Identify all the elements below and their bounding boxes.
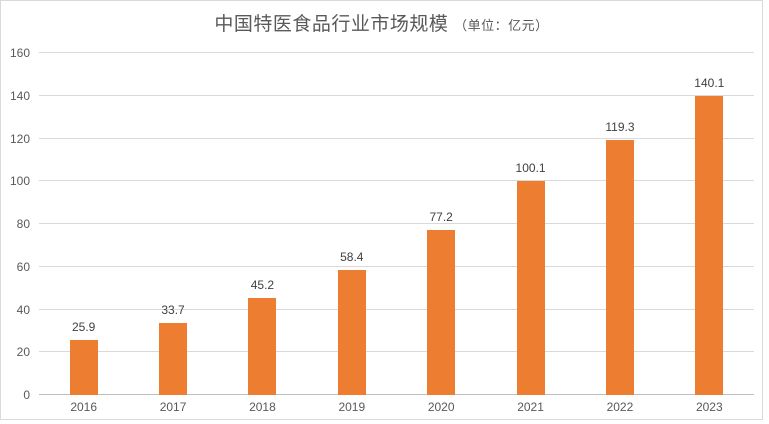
bar (337, 270, 366, 395)
x-axis-tick-label: 2021 (517, 400, 544, 414)
bar (605, 139, 634, 395)
x-axis-tick-label: 2018 (249, 400, 276, 414)
gridline (39, 180, 754, 182)
chart-title-text: 中国特医食品行业市场规模 (214, 14, 449, 35)
gridline (39, 308, 754, 310)
gridline (39, 94, 754, 96)
x-axis-tick-label: 2022 (606, 400, 634, 414)
bar-value-label: 77.2 (429, 209, 453, 224)
x-axis-tick-label: 2023 (695, 400, 723, 414)
y-axis-tick-label: 60 (16, 259, 30, 274)
bar-value-label: 25.9 (72, 319, 96, 334)
bar-value-label: 100.1 (515, 161, 546, 176)
gridline (39, 265, 754, 267)
x-axis-tick-label: 2017 (159, 400, 187, 414)
gridline (39, 137, 754, 139)
gridline (39, 223, 754, 224)
bar-value-label: 45.2 (250, 278, 275, 293)
bar (159, 322, 188, 395)
bar (69, 339, 98, 395)
x-axis-line (39, 394, 754, 395)
gridline (39, 52, 754, 53)
y-axis-tick-label: 120 (9, 131, 30, 146)
x-axis-tick-label: 2020 (427, 400, 455, 414)
bar-value-label: 119.3 (605, 119, 635, 134)
y-axis-tick-label: 0 (23, 388, 30, 402)
y-axis-tick-label: 80 (16, 217, 30, 231)
bar-value-label: 58.4 (340, 250, 364, 265)
bar (516, 181, 545, 395)
y-axis-tick-label: 140 (9, 88, 30, 103)
bar-value-label: 140.1 (694, 75, 725, 90)
x-axis-tick-label: 2016 (70, 400, 98, 414)
bar (427, 229, 456, 395)
y-axis-tick-label: 160 (9, 46, 30, 60)
y-axis-tick-label: 100 (9, 174, 30, 189)
bar (695, 95, 724, 395)
gridline (39, 351, 754, 353)
chart-title: 中国特医食品行业市场规模 （单位：亿元） (1, 9, 762, 36)
chart-title-unit: （单位：亿元） (454, 18, 549, 33)
bar-value-label: 33.7 (161, 302, 185, 317)
x-axis-tick-label: 2019 (338, 400, 366, 414)
bar (248, 298, 277, 395)
plot-area: 25.9 33.7 45.2 58.4 77.2 100.1 119.3 140.1 (39, 52, 754, 395)
y-axis-tick-label: 40 (16, 302, 30, 317)
y-axis-tick-label: 20 (16, 345, 30, 360)
